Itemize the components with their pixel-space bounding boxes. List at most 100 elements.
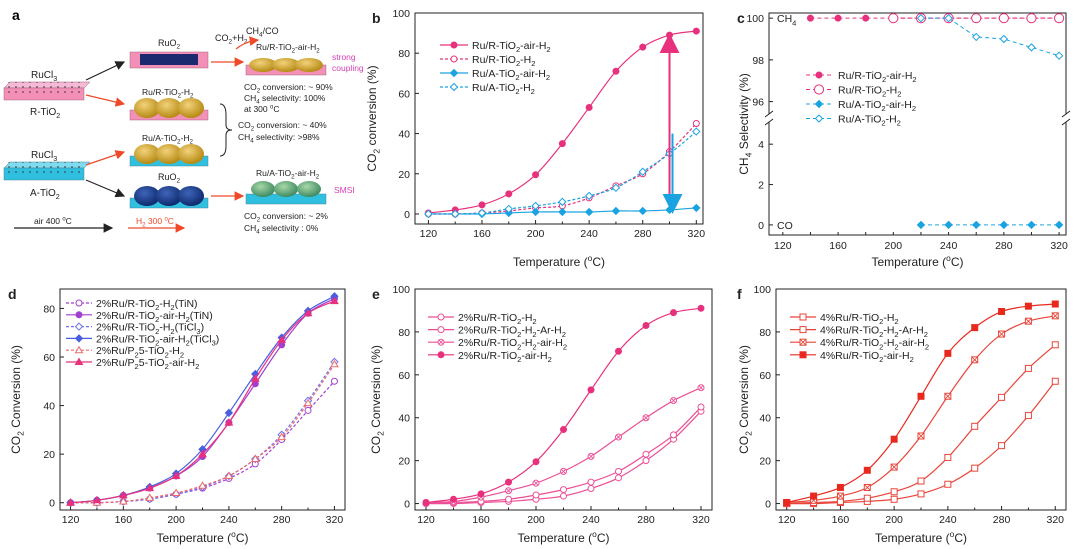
x-tick-label: 200: [167, 514, 185, 526]
data-point: [450, 495, 457, 503]
data-point: [198, 481, 207, 489]
cat-label-a-air-h2: Ru/A-TiO2-air-H2: [256, 168, 320, 181]
data-point: [1051, 312, 1059, 320]
legend-marker: [799, 313, 807, 321]
panel-a-schematic: a RuCl3 R-TiO2 RuCl3 A-TiO2 RuO2 Ru/R-Ti: [3, 7, 364, 236]
data-point: [1051, 341, 1059, 349]
x-tick-label: 120: [62, 514, 80, 526]
data-point: [944, 480, 952, 488]
data-point: [1024, 412, 1032, 420]
data-point: [972, 220, 981, 230]
y-tick-label: 0: [49, 498, 55, 510]
arrow-h2-bottom: [85, 150, 126, 166]
data-point-x: [971, 356, 979, 364]
legend-marker: [449, 82, 459, 92]
data-point: [998, 330, 1006, 338]
data-point: [666, 31, 674, 39]
ruo2-label-bottom: RuO2: [158, 172, 181, 185]
legend-marker: [799, 351, 807, 359]
result3-line1: CO2 conversion: ~ 2%: [244, 211, 328, 224]
legend-marker: [437, 338, 445, 346]
data-point: [890, 435, 898, 443]
data-point: [584, 191, 594, 201]
legend-label: 4%Ru/R-TiO2-air-H2: [820, 350, 914, 364]
legend-marker: [799, 326, 807, 334]
ru-a-tio2-h2-slab: [129, 144, 209, 167]
annotation-co: CO: [777, 220, 793, 232]
data-point: [611, 206, 621, 216]
data-point: [670, 397, 677, 405]
support-label-top: R-TiO2: [30, 107, 60, 120]
legend-label: Ru/A-TiO2-H2: [838, 114, 901, 128]
data-point: [998, 442, 1006, 450]
data-point: [642, 414, 650, 422]
data-point: [477, 490, 485, 498]
y-tick-label: 40: [759, 413, 771, 425]
series-line-5: [70, 363, 335, 504]
data-point-x: [671, 398, 676, 403]
data-point-x: [944, 392, 952, 400]
data-point-x: [506, 488, 511, 494]
y-tick-label: 60: [759, 370, 771, 382]
data-point: [531, 201, 540, 211]
legend-label: 2%Ru/P25-TiO2-air-H2: [96, 357, 199, 371]
y-tick-label: 60: [43, 352, 55, 364]
data-point: [224, 471, 234, 479]
cat-label-r-h2: Ru/R-TiO2-H2: [142, 87, 194, 100]
data-point: [505, 190, 513, 198]
data-point-x: [863, 484, 871, 491]
data-point: [972, 32, 981, 42]
data-point: [587, 386, 595, 394]
legend-marker: [74, 345, 84, 354]
legend-label: 4%Ru/R-TiO2-H2-air-H2: [820, 337, 929, 351]
data-point: [145, 483, 155, 492]
annotation-ch4: CH4: [777, 13, 796, 27]
x-axis-label: Temperature (oC): [156, 529, 248, 545]
data-point: [917, 392, 925, 400]
data-point: [277, 432, 287, 441]
legend-marker-x: [799, 338, 807, 346]
legend-label: Ru/A-TiO2-H2: [472, 82, 535, 96]
panel-letter-d: d: [8, 286, 17, 302]
data-point: [1051, 300, 1059, 308]
data-point: [783, 498, 791, 506]
legend-label: 2%Ru/R-TiO2-air-H2: [458, 350, 552, 364]
x-axis-label: Temperature (oC): [871, 253, 963, 269]
data-point: [836, 483, 844, 491]
x-tick-label: 280: [995, 240, 1013, 252]
legend-marker: [75, 311, 83, 319]
data-point: [504, 204, 513, 214]
support-label-bottom: A-TiO2: [30, 188, 60, 201]
legend-h2-label: H2 300 oC: [136, 216, 174, 229]
data-point-x: [1025, 317, 1032, 325]
x-tick-label: 120: [420, 228, 438, 240]
x-tick-label: 200: [527, 228, 545, 240]
panel-c-chart: c 120 160 200 240 280 320 96 98 100 0 2 4 Temperature…: [737, 10, 1071, 269]
y-axis-label: CO2 conversion (%): [365, 65, 382, 171]
x-tick-label: 280: [634, 228, 652, 240]
data-point: [532, 458, 540, 466]
arrow-air-bottom: [85, 179, 126, 198]
data-point: [531, 207, 540, 217]
data-point: [890, 463, 898, 471]
smsi-label: SMSI: [334, 185, 355, 195]
data-point: [277, 335, 287, 343]
precursor-label-bottom: RuCl3: [31, 150, 57, 163]
data-point: [836, 492, 844, 500]
data-point-x: [616, 434, 621, 440]
ru-a-tio2-air-h2-slab: [245, 181, 327, 205]
data-point-x: [643, 415, 649, 421]
panel-f-chart: f 120 160 200 240 280 320 0 20 40 60 80 100 Temperatu…: [737, 284, 1067, 545]
data-point: [587, 478, 595, 486]
legend-marker: [799, 338, 807, 346]
data-point: [944, 453, 952, 461]
reactants-label: CO2+H2: [215, 33, 248, 46]
data-point: [587, 485, 595, 493]
x-tick-label: 160: [115, 514, 133, 526]
data-point: [944, 392, 952, 400]
data-point-x: [998, 330, 1005, 338]
data-point: [692, 203, 701, 213]
data-point: [612, 67, 620, 75]
data-point: [330, 359, 339, 368]
